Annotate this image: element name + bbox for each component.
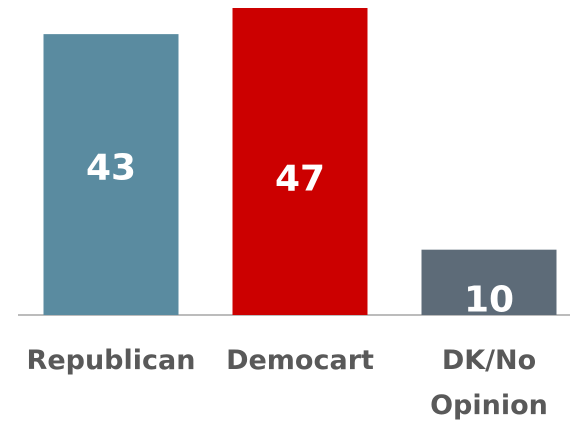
bar-value-label-0: 43 bbox=[86, 148, 136, 189]
category-label-2-line-0: DK/No bbox=[442, 345, 536, 376]
category-label-1: Democart bbox=[226, 345, 374, 376]
bar-2 bbox=[421, 249, 557, 315]
bar-0 bbox=[43, 34, 179, 316]
category-label-0: Republican bbox=[27, 345, 196, 376]
category-label-2-line-1: Opinion bbox=[430, 390, 548, 421]
bar-1 bbox=[232, 8, 368, 315]
bar-value-label-1: 47 bbox=[275, 159, 325, 200]
bar-value-label-2: 10 bbox=[464, 279, 514, 320]
